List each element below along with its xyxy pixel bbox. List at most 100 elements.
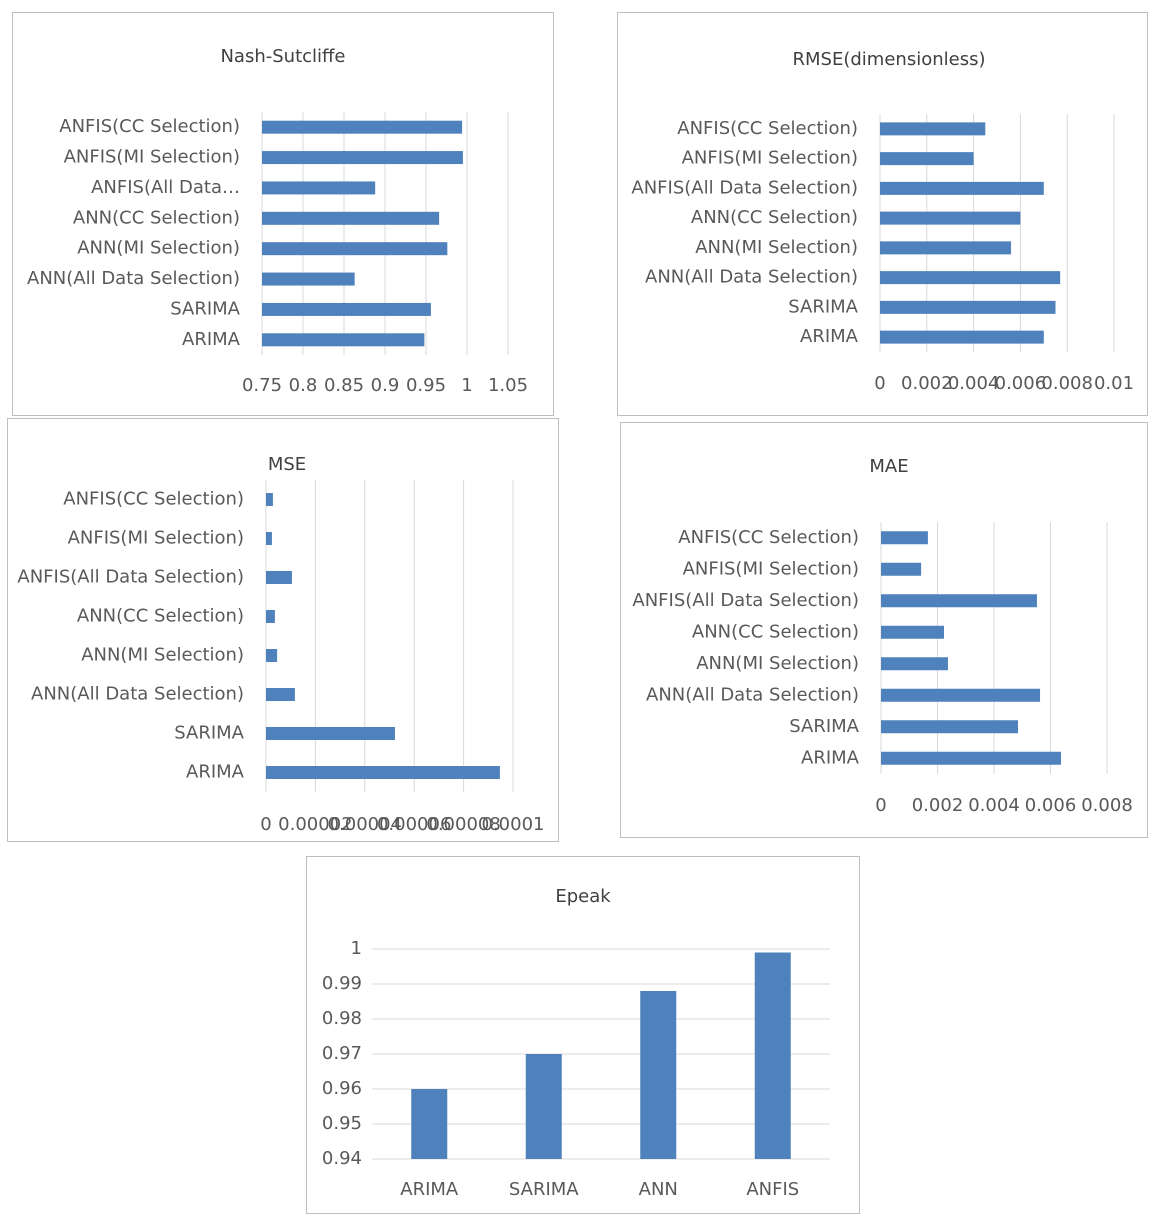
y-tick-label: ANN(MI Selection) [696,653,859,674]
y-tick-label: ANFIS(CC Selection) [677,118,858,139]
bar [881,720,1019,734]
x-tick-label: 0.004 [968,795,1020,816]
y-tick-label: ANFIS(MI Selection) [64,147,240,168]
bar [262,242,448,256]
y-tick-label: 0.95 [322,1113,362,1134]
bar [262,333,425,347]
x-tick-label: 0.85 [324,375,364,396]
x-tick-label: ARIMA [400,1179,459,1200]
y-tick-label: ANN(MI Selection) [81,645,244,666]
y-tick-label: 0.99 [322,973,362,994]
chart-title: Nash-Sutcliffe [220,46,345,67]
y-tick-label: 0.97 [322,1043,362,1064]
y-tick-label: SARIMA [789,716,859,737]
bar [262,302,431,316]
y-tick-label: ANFIS(All Data Selection) [632,590,859,611]
x-tick-label: 0 [260,814,271,835]
y-tick-label: SARIMA [174,723,244,744]
x-tick-label: 0.00002 [278,814,352,835]
y-tick-label: ANN(MI Selection) [695,237,858,258]
bar [640,991,677,1159]
bar [881,531,928,545]
x-tick-label: 0.75 [242,375,282,396]
x-tick-label: 1 [461,375,472,396]
bar [880,181,1044,195]
y-tick-label: ANN(CC Selection) [692,621,859,642]
y-tick-label: SARIMA [170,298,240,319]
bar [881,625,944,639]
x-tick-label: 0.008 [1041,373,1093,394]
chart-title: Epeak [555,886,611,907]
bar [880,300,1056,314]
y-tick-label: ANFIS(CC Selection) [63,489,244,510]
y-tick-label: ANN(CC Selection) [73,207,240,228]
y-tick-label: 1 [351,938,362,959]
bar [880,271,1061,285]
y-tick-label: ANFIS(CC Selection) [59,116,240,137]
x-tick-label: ANFIS [746,1179,799,1200]
bar [880,211,1021,225]
y-tick-label: ANN(MI Selection) [77,238,240,259]
y-tick-label: ARIMA [800,326,859,347]
y-tick-label: ANFIS(MI Selection) [68,528,244,549]
chart-title: MSE [268,454,306,475]
bar [881,751,1061,765]
x-tick-label: 0.006 [1025,795,1077,816]
bar [881,594,1037,608]
bar [266,766,500,779]
chart-title: RMSE(dimensionless) [793,49,986,70]
bar [754,952,791,1159]
chart-title: MAE [869,456,908,477]
bar [262,151,463,165]
bar [266,649,278,662]
bar [266,493,273,506]
x-tick-label: 0 [874,373,885,394]
bar [262,181,376,195]
x-tick-label: 0.002 [901,373,953,394]
x-tick-label: 0.00008 [426,814,500,835]
bar [881,657,948,671]
x-tick-label: 0.002 [912,795,964,816]
y-tick-label: SARIMA [788,296,858,317]
y-tick-label: 0.98 [322,1008,362,1029]
x-tick-label: 0.008 [1081,795,1133,816]
y-tick-label: ANN(CC Selection) [77,606,244,627]
x-tick-label: 0.004 [948,373,1000,394]
y-tick-label: ANN(All Data Selection) [31,684,244,705]
bar [266,571,292,584]
x-tick-label: ANN [639,1179,678,1200]
x-tick-label: 0.006 [995,373,1047,394]
y-tick-label: ANFIS(MI Selection) [682,148,858,169]
y-tick-label: ARIMA [801,747,860,768]
bar [525,1054,562,1159]
bar [266,610,275,623]
y-tick-label: ANN(All Data Selection) [646,684,859,705]
y-tick-label: ANN(CC Selection) [691,207,858,228]
bar [881,562,922,576]
y-tick-label: ANFIS(MI Selection) [683,558,859,579]
y-tick-label: 0.96 [322,1078,362,1099]
y-tick-label: ANFIS(CC Selection) [678,527,859,548]
bar [880,241,1012,255]
x-tick-label: 0.0001 [482,814,545,835]
y-tick-label: ANFIS(All Data Selection) [17,567,244,588]
bar [266,727,395,740]
bar [881,688,1041,702]
bar [262,272,355,286]
y-tick-label: ANN(All Data Selection) [27,268,240,289]
y-tick-label: 0.94 [322,1148,362,1169]
x-tick-label: 0 [875,795,886,816]
y-tick-label: ARIMA [182,329,241,350]
y-tick-label: ARIMA [186,762,245,783]
x-tick-label: 0.95 [406,375,446,396]
y-tick-label: ANFIS(All Data… [91,177,240,198]
bar [880,122,986,136]
x-tick-label: 0.01 [1094,373,1134,394]
bar [262,211,440,225]
bar [266,532,272,545]
bar [266,688,295,701]
bar [880,330,1044,344]
x-tick-label: 0.00004 [328,814,402,835]
y-tick-label: ANN(All Data Selection) [645,267,858,288]
